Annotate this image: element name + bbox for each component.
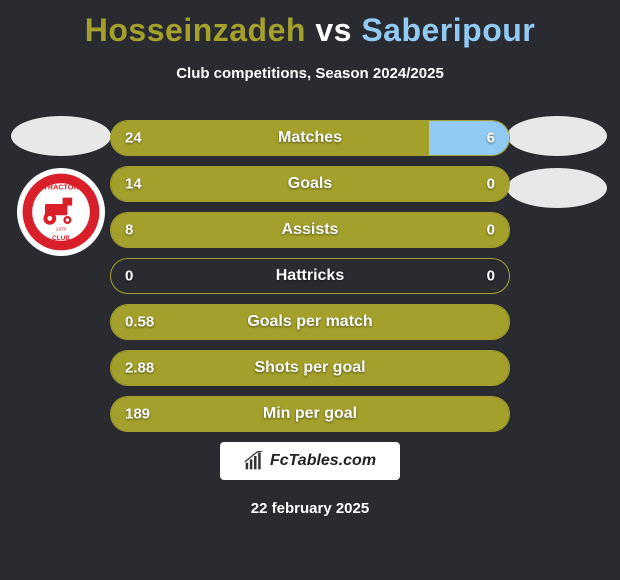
bar-segment-player1 xyxy=(111,397,509,431)
player1-portrait-placeholder xyxy=(11,116,111,156)
stat-row: 189Min per goal xyxy=(110,396,510,432)
bar-segment-player2 xyxy=(429,121,509,155)
stat-row: 246Matches xyxy=(110,120,510,156)
comparison-bars: 246Matches 140Goals 80Assists 0 0Hattricks 0.… xyxy=(110,120,510,432)
stat-row: 80Assists xyxy=(110,212,510,248)
bar-segment-player1 xyxy=(111,351,509,385)
player2-name: Saberipour xyxy=(361,12,535,48)
bar-segment-player1 xyxy=(111,167,509,201)
bar-segment-player1 xyxy=(111,305,509,339)
stat-value-player1: 0 xyxy=(125,268,133,285)
left-badge-column: TRACTOR CLUB 1970 xyxy=(6,116,116,256)
chart-icon xyxy=(244,451,264,471)
svg-text:CLUB: CLUB xyxy=(52,235,70,242)
bar-segment-player1 xyxy=(111,213,509,247)
stat-row: 2.88Shots per goal xyxy=(110,350,510,386)
bar-segment-player1 xyxy=(111,121,429,155)
brand-badge: FcTables.com xyxy=(220,442,400,480)
subtitle: Club competitions, Season 2024/2025 xyxy=(0,65,620,82)
vs-text: vs xyxy=(315,12,352,48)
stat-row: 0.58Goals per match xyxy=(110,304,510,340)
player2-portrait-placeholder xyxy=(507,116,607,156)
brand-text: FcTables.com xyxy=(270,452,376,470)
stat-row: 0 0Hattricks xyxy=(110,258,510,294)
right-badge-column xyxy=(502,116,612,208)
svg-text:1970: 1970 xyxy=(56,226,67,232)
stat-value-player2: 0 xyxy=(487,268,495,285)
player1-club-badge: TRACTOR CLUB 1970 xyxy=(17,168,105,256)
svg-text:TRACTOR: TRACTOR xyxy=(43,183,79,192)
comparison-title: Hosseinzadeh vs Saberipour xyxy=(0,0,620,49)
tractor-club-icon: TRACTOR CLUB 1970 xyxy=(21,170,101,254)
stat-row: 140Goals xyxy=(110,166,510,202)
stat-label: Hattricks xyxy=(111,267,509,285)
player1-name: Hosseinzadeh xyxy=(85,12,306,48)
player2-club-placeholder xyxy=(507,168,607,208)
report-date: 22 february 2025 xyxy=(0,500,620,517)
